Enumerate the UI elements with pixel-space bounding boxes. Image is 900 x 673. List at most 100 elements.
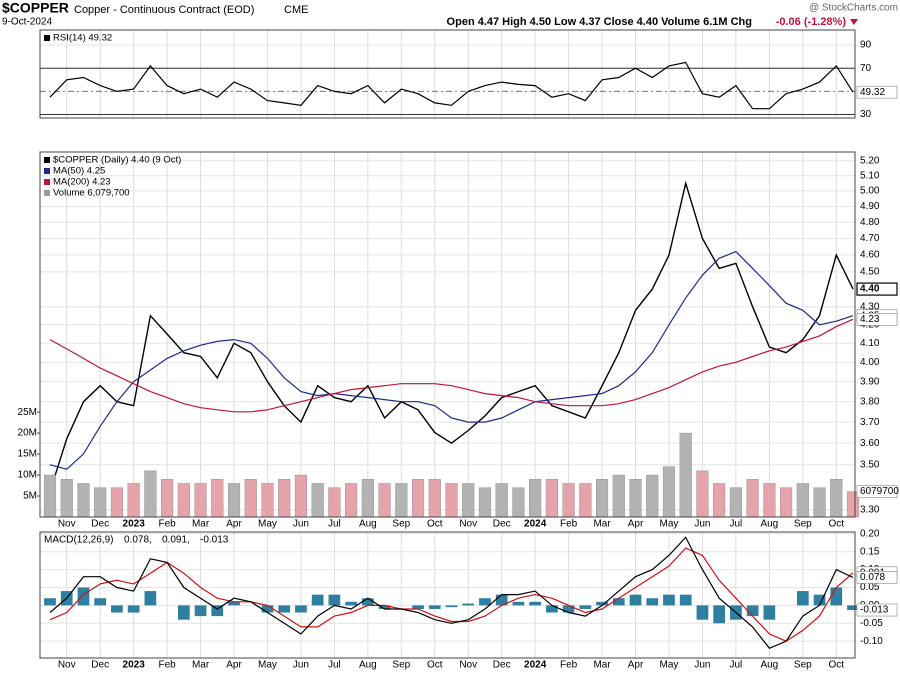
bar	[663, 594, 675, 606]
bar	[612, 474, 625, 518]
legend-swatch	[44, 35, 50, 41]
bar	[579, 483, 592, 518]
x-tick-label: Jul	[328, 519, 341, 530]
x-tick-label: Mar	[593, 519, 611, 530]
bar	[830, 479, 843, 518]
bar	[462, 603, 475, 606]
legend-entry: 0.078,	[124, 535, 152, 546]
bar	[562, 605, 575, 613]
x-tick-label: Dec	[91, 660, 109, 671]
x-tick-label: Dec	[493, 660, 511, 671]
series-line	[49, 61, 854, 110]
bar	[746, 479, 759, 518]
y-tick-label: 3.80	[860, 396, 880, 407]
bar	[44, 598, 56, 606]
bar	[529, 601, 542, 606]
bar	[813, 487, 826, 518]
x-tick-label: Apr	[628, 660, 644, 671]
panel-title: MACD(12,26,9)	[44, 535, 113, 546]
bar	[311, 483, 324, 518]
exchange: CME	[284, 4, 308, 16]
series-line	[49, 180, 854, 492]
y-tick-label: -0.10	[860, 636, 883, 647]
x-tick-label: Feb	[158, 519, 176, 530]
y-tick-label: 3.30	[860, 505, 880, 516]
bar	[546, 605, 558, 613]
bar	[378, 483, 391, 518]
bar	[478, 487, 492, 518]
x-tick-label: Mar	[593, 660, 611, 671]
bar	[361, 479, 374, 518]
bar	[94, 598, 107, 606]
bar	[428, 605, 441, 609]
bar	[412, 605, 424, 609]
y-tick-label: 5.00	[860, 186, 880, 197]
symbol: $COPPER	[2, 0, 69, 16]
bar	[77, 483, 90, 518]
x-tick-label: Feb	[158, 660, 176, 671]
y-tick-label: 0.05	[860, 582, 880, 593]
x-tick-label: Mar	[192, 519, 210, 530]
x-tick-label: 2023	[123, 519, 146, 530]
y-tick-label: 5.10	[860, 170, 880, 181]
bar	[127, 605, 140, 613]
x-tick-label: Aug	[760, 519, 778, 530]
y-tick-label: 0.20	[860, 528, 880, 539]
bar	[311, 594, 324, 606]
legend-entry: $COPPER (Daily) 4.40 (9 Oct)	[53, 155, 181, 166]
bar	[261, 605, 274, 613]
y-tick-label: 4.00	[860, 357, 880, 368]
value-tag: 6079700	[860, 486, 899, 497]
x-tick-label: Jun	[293, 519, 309, 530]
x-tick-label: Sep	[392, 660, 410, 671]
series-line	[49, 547, 854, 642]
bar	[545, 479, 558, 518]
x-tick-label: Dec	[91, 519, 109, 530]
x-tick-label: Apr	[226, 660, 242, 671]
value-tag-box	[856, 603, 898, 617]
x-tick-label: Nov	[459, 519, 477, 530]
bar	[227, 483, 241, 518]
value-tag: 4.40	[860, 284, 880, 295]
bar	[512, 487, 525, 518]
bar	[529, 479, 542, 518]
y2-tick-label: 5M	[23, 491, 37, 502]
bar	[679, 432, 692, 518]
bar	[43, 474, 57, 518]
bar	[445, 605, 458, 608]
bar	[763, 483, 776, 518]
x-tick-label: Aug	[359, 660, 377, 671]
y-tick-label: 4.50	[860, 266, 880, 277]
bar	[796, 591, 809, 606]
y-tick-label: 5.20	[860, 155, 880, 166]
bar	[328, 594, 341, 606]
bar	[127, 483, 140, 518]
value-tag-box	[856, 85, 898, 99]
legend-swatch	[44, 179, 50, 185]
bar	[813, 594, 826, 606]
value-tag: 49.32	[860, 87, 885, 98]
series-line	[49, 536, 854, 650]
x-tick-label: Sep	[794, 660, 812, 671]
bar	[94, 487, 107, 518]
bar	[479, 598, 491, 606]
bar	[629, 479, 642, 518]
series-line	[49, 318, 854, 413]
bar	[646, 474, 659, 518]
y2-tick-label: 10M	[18, 470, 37, 481]
x-tick-label: Jul	[729, 660, 742, 671]
bar	[679, 594, 692, 606]
bar	[596, 601, 608, 606]
bar	[847, 605, 859, 611]
x-tick-label: Feb	[560, 660, 578, 671]
bar	[228, 601, 240, 606]
series-line	[49, 250, 854, 470]
x-tick-label: Oct	[427, 519, 443, 530]
y2-tick-label: 20M	[18, 428, 37, 439]
y-tick-label: 4.90	[860, 201, 880, 212]
bar	[111, 605, 123, 613]
x-tick-label: Oct	[427, 660, 443, 671]
bar	[629, 594, 642, 606]
y-tick-label: 4.80	[860, 217, 880, 228]
